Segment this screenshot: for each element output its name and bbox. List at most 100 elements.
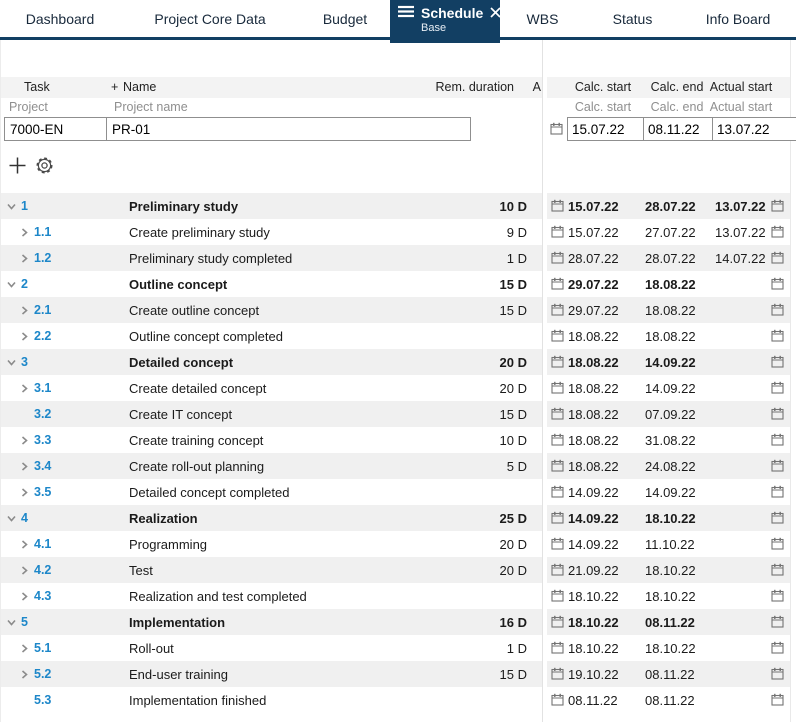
chevron-right-icon[interactable] xyxy=(19,642,31,654)
chevron-right-icon[interactable] xyxy=(19,252,31,264)
chevron-right-icon[interactable] xyxy=(19,538,31,550)
task-row[interactable]: 5.3 Implementation finished 08.11.22 08.… xyxy=(1,687,796,713)
calendar-icon[interactable] xyxy=(771,459,784,475)
calendar-icon[interactable] xyxy=(550,122,563,140)
chevron-right-icon[interactable] xyxy=(19,382,31,394)
tab-schedule[interactable]: Schedule Base xyxy=(390,0,501,43)
close-icon[interactable] xyxy=(490,5,501,21)
calendar-icon[interactable] xyxy=(551,199,564,215)
calendar-icon[interactable] xyxy=(771,667,784,683)
calendar-icon[interactable] xyxy=(771,485,784,501)
project-id-input[interactable] xyxy=(5,118,107,140)
calendar-icon[interactable] xyxy=(551,615,564,631)
chevron-down-icon[interactable] xyxy=(6,200,18,212)
calendar-icon[interactable] xyxy=(551,485,564,501)
tab-wbs[interactable]: WBS xyxy=(500,0,585,37)
chevron-right-icon[interactable] xyxy=(19,434,31,446)
calendar-icon[interactable] xyxy=(551,303,564,319)
calendar-icon[interactable] xyxy=(771,381,784,397)
chevron-down-icon[interactable] xyxy=(6,616,18,628)
chevron-right-icon[interactable] xyxy=(19,330,31,342)
calendar-icon[interactable] xyxy=(551,251,564,267)
calendar-icon[interactable] xyxy=(771,511,784,527)
task-row[interactable]: 2.1 Create outline concept 15 D 29.07.22… xyxy=(1,297,796,323)
column-header-name[interactable]: Name xyxy=(123,80,157,94)
calendar-icon[interactable] xyxy=(551,381,564,397)
task-row[interactable]: 5.2 End-user training 15 D 19.10.22 08.1… xyxy=(1,661,796,687)
calendar-icon[interactable] xyxy=(771,641,784,657)
calendar-icon[interactable] xyxy=(551,459,564,475)
add-task-button[interactable] xyxy=(9,157,26,179)
task-row[interactable]: 4.3 Realization and test completed 18.10… xyxy=(1,583,796,609)
calendar-icon[interactable] xyxy=(771,199,784,215)
chevron-right-icon[interactable] xyxy=(19,590,31,602)
calendar-icon[interactable] xyxy=(771,355,784,371)
calendar-icon[interactable] xyxy=(771,563,784,579)
calc-start-input[interactable] xyxy=(567,117,644,141)
header-add-icon[interactable]: + xyxy=(111,80,119,94)
settings-gear-icon[interactable] xyxy=(35,156,54,180)
hamburger-icon[interactable] xyxy=(398,5,414,21)
column-header-task[interactable]: Task xyxy=(24,80,50,94)
column-header-rem-duration[interactable]: Rem. duration xyxy=(435,80,514,94)
task-row[interactable]: 5.1 Roll-out 1 D 18.10.22 18.10.22 xyxy=(1,635,796,661)
chevron-down-icon[interactable] xyxy=(6,356,18,368)
chevron-right-icon[interactable] xyxy=(19,304,31,316)
column-header-calc-end[interactable]: Calc. end xyxy=(650,80,704,94)
calendar-icon[interactable] xyxy=(771,537,784,553)
task-row[interactable]: 2.2 Outline concept completed 18.08.22 1… xyxy=(1,323,796,349)
task-row[interactable]: 5 Implementation 16 D 18.10.22 08.11.22 xyxy=(1,609,796,635)
calendar-icon[interactable] xyxy=(551,589,564,605)
calendar-icon[interactable] xyxy=(771,693,784,709)
chevron-down-icon[interactable] xyxy=(6,512,18,524)
task-row[interactable]: 4 Realization 25 D 14.09.22 18.10.22 xyxy=(1,505,796,531)
task-row[interactable]: 1.2 Preliminary study completed 1 D 28.0… xyxy=(1,245,796,271)
calendar-icon[interactable] xyxy=(551,667,564,683)
calendar-icon[interactable] xyxy=(771,407,784,423)
tab-project-core-data[interactable]: Project Core Data xyxy=(120,0,300,37)
chevron-right-icon[interactable] xyxy=(19,460,31,472)
tab-budget[interactable]: Budget xyxy=(300,0,390,37)
calendar-icon[interactable] xyxy=(551,329,564,345)
calendar-icon[interactable] xyxy=(551,433,564,449)
task-row[interactable]: 2 Outline concept 15 D 29.07.22 18.08.22 xyxy=(1,271,796,297)
column-header-a[interactable]: A xyxy=(532,80,541,94)
column-header-actual-start[interactable]: Actual start xyxy=(709,80,773,94)
task-row[interactable]: 3.1 Create detailed concept 20 D 18.08.2… xyxy=(1,375,796,401)
task-row[interactable]: 3.5 Detailed concept completed 14.09.22 … xyxy=(1,479,796,505)
task-row[interactable]: 3.3 Create training concept 10 D 18.08.2… xyxy=(1,427,796,453)
calendar-icon[interactable] xyxy=(551,511,564,527)
task-row[interactable]: 4.2 Test 20 D 21.09.22 18.10.22 xyxy=(1,557,796,583)
tab-info-board[interactable]: Info Board xyxy=(680,0,796,37)
task-row[interactable]: 4.1 Programming 20 D 14.09.22 11.10.22 xyxy=(1,531,796,557)
task-row[interactable]: 1.1 Create preliminary study 9 D 15.07.2… xyxy=(1,219,796,245)
calendar-icon[interactable] xyxy=(551,355,564,371)
tab-status[interactable]: Status xyxy=(585,0,680,37)
task-row[interactable]: 3.2 Create IT concept 15 D 18.08.22 07.0… xyxy=(1,401,796,427)
chevron-right-icon[interactable] xyxy=(19,226,31,238)
calendar-icon[interactable] xyxy=(771,329,784,345)
tab-dashboard[interactable]: Dashboard xyxy=(0,0,120,37)
column-header-calc-start[interactable]: Calc. start xyxy=(574,80,632,94)
calendar-icon[interactable] xyxy=(551,407,564,423)
calendar-icon[interactable] xyxy=(551,563,564,579)
calendar-icon[interactable] xyxy=(771,589,784,605)
calendar-icon[interactable] xyxy=(551,641,564,657)
calc-end-input[interactable] xyxy=(643,117,713,141)
calendar-icon[interactable] xyxy=(771,277,784,293)
calendar-icon[interactable] xyxy=(771,433,784,449)
calendar-icon[interactable] xyxy=(551,277,564,293)
calendar-icon[interactable] xyxy=(771,303,784,319)
chevron-right-icon[interactable] xyxy=(19,486,31,498)
calendar-icon[interactable] xyxy=(771,615,784,631)
chevron-right-icon[interactable] xyxy=(19,668,31,680)
actual-start-input[interactable] xyxy=(712,117,796,141)
calendar-icon[interactable] xyxy=(551,537,564,553)
calendar-icon[interactable] xyxy=(551,225,564,241)
task-row[interactable]: 1 Preliminary study 10 D 15.07.22 28.07.… xyxy=(1,193,796,219)
chevron-right-icon[interactable] xyxy=(19,564,31,576)
calendar-icon[interactable] xyxy=(771,251,784,267)
task-row[interactable]: 3 Detailed concept 20 D 18.08.22 14.09.2… xyxy=(1,349,796,375)
chevron-down-icon[interactable] xyxy=(6,278,18,290)
calendar-icon[interactable] xyxy=(771,225,784,241)
